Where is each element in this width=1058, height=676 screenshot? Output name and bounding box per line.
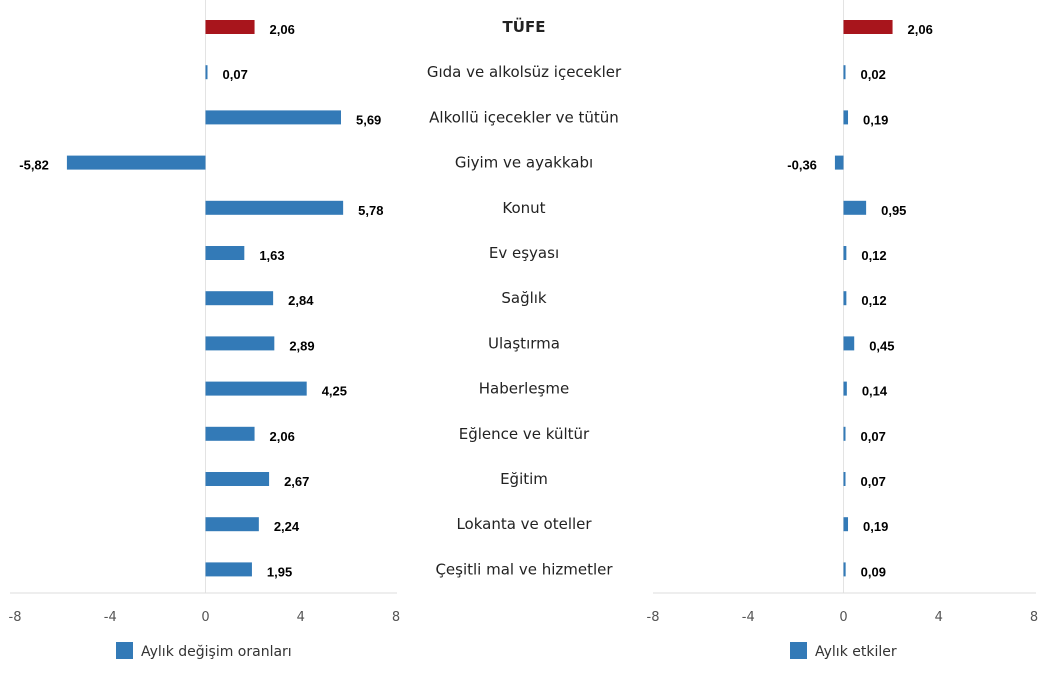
data-label: 0,07 [223, 67, 248, 82]
bar-category [843, 246, 847, 260]
bar-category [66, 155, 206, 170]
legend-swatch [116, 642, 133, 659]
data-label: 0,45 [869, 338, 894, 353]
bar-category [843, 336, 855, 351]
x-tick-label: 8 [392, 610, 400, 625]
data-label: 0,19 [863, 519, 888, 534]
data-label: 4,25 [322, 384, 347, 399]
data-label: 5,69 [356, 112, 381, 127]
category-label: Haberleşme [479, 380, 569, 398]
legend-label: Aylık etkiler [815, 644, 897, 660]
category-label: Lokanta ve oteller [456, 515, 592, 533]
bar-category [843, 381, 847, 396]
category-label: TÜFE [503, 17, 546, 36]
category-label: Çeşitli mal ve hizmetler [435, 560, 613, 578]
bar-category [205, 200, 344, 215]
bar-category [205, 336, 275, 351]
x-tick-label: 4 [297, 610, 305, 625]
data-label: 0,07 [861, 474, 886, 489]
x-tick-label: -8 [9, 610, 22, 625]
bar-category [843, 65, 846, 80]
data-label: 2,06 [270, 22, 295, 37]
bar-category [843, 291, 847, 306]
bar-category [843, 110, 849, 125]
category-label: Konut [502, 199, 545, 217]
data-label: 0,07 [861, 429, 886, 444]
data-label: 2,67 [284, 474, 309, 489]
bar-tufe [205, 20, 255, 34]
data-label: 0,02 [861, 67, 886, 82]
bar-category [205, 517, 259, 532]
x-tick-label: 0 [839, 610, 847, 625]
data-label: -5,82 [19, 158, 49, 173]
bar-category [205, 246, 245, 260]
data-label: 2,06 [908, 22, 933, 37]
data-label: -0,36 [787, 158, 817, 173]
data-label: 1,95 [267, 564, 292, 579]
x-tick-label: 8 [1030, 610, 1038, 625]
data-label: 0,95 [881, 203, 906, 218]
data-label: 5,78 [358, 203, 383, 218]
x-tick-label: -4 [104, 610, 117, 625]
data-label: 0,09 [861, 564, 886, 579]
category-label: Sağlık [501, 289, 547, 307]
category-label: Gıda ve alkolsüz içecekler [427, 63, 622, 81]
bar-category [205, 291, 274, 306]
x-tick-label: -4 [742, 610, 755, 625]
data-label: 0,14 [862, 384, 888, 399]
data-label: 2,24 [274, 519, 300, 534]
category-label: Alkollü içecekler ve tütün [429, 108, 619, 126]
bar-category [843, 426, 846, 441]
data-label: 2,06 [270, 429, 295, 444]
bar-category [205, 110, 341, 125]
bar-category [843, 517, 849, 532]
bar-category [205, 65, 208, 80]
data-label: 0,12 [861, 293, 886, 308]
bar-category [205, 472, 270, 486]
x-tick-label: 0 [201, 610, 209, 625]
bar-category [843, 472, 846, 486]
x-tick-label: 4 [935, 610, 943, 625]
category-label: Ev eşyası [489, 244, 559, 262]
data-label: 0,12 [861, 248, 886, 263]
bar-category [205, 381, 307, 396]
category-label: Eğitim [500, 470, 548, 488]
data-label: 1,63 [259, 248, 284, 263]
category-label: Ulaştırma [488, 334, 560, 352]
bar-category [834, 155, 844, 170]
data-label: 0,19 [863, 112, 888, 127]
category-label: Eğlence ve kültür [459, 425, 590, 443]
bar-category [843, 562, 846, 577]
legend-label: Aylık değişim oranları [141, 644, 292, 660]
x-tick-label: -8 [647, 610, 660, 625]
legend-swatch [790, 642, 807, 659]
data-label: 2,84 [288, 293, 314, 308]
bar-category [205, 562, 252, 577]
bar-tufe [843, 20, 893, 34]
data-label: 2,89 [289, 338, 314, 353]
category-label: Giyim ve ayakkabı [455, 154, 593, 172]
bar-category [843, 200, 867, 215]
bar-category [205, 426, 255, 441]
